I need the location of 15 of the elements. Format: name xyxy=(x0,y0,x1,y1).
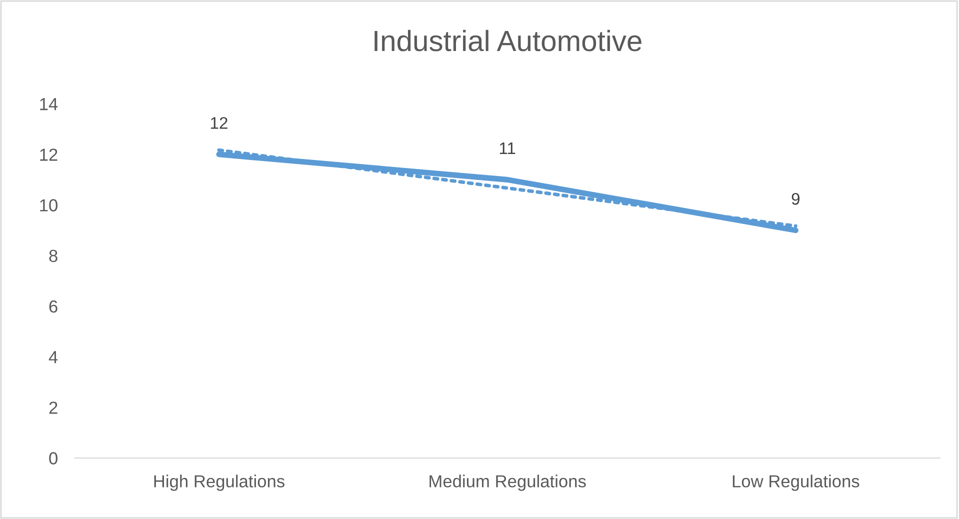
y-tick-label: 0 xyxy=(49,452,58,464)
x-tick-label: Low Regulations xyxy=(732,474,860,491)
y-tick-label: 12 xyxy=(40,148,58,161)
y-tick-label: 8 xyxy=(49,250,58,262)
data-label: 11 xyxy=(500,142,516,154)
y-tick-label: 14 xyxy=(40,98,58,110)
y-tick-label: 10 xyxy=(40,199,58,212)
chart-title: Industrial Automotive xyxy=(374,30,642,52)
y-tick-label: 4 xyxy=(48,351,58,364)
y-tick-label: 2 xyxy=(49,402,58,414)
x-tick-label: Medium Regulations xyxy=(430,474,586,491)
x-tick-label: High Regulations xyxy=(154,474,284,491)
y-tick-label: 6 xyxy=(49,300,58,313)
data-label: 12 xyxy=(210,117,228,129)
data-label: 9 xyxy=(792,192,800,205)
